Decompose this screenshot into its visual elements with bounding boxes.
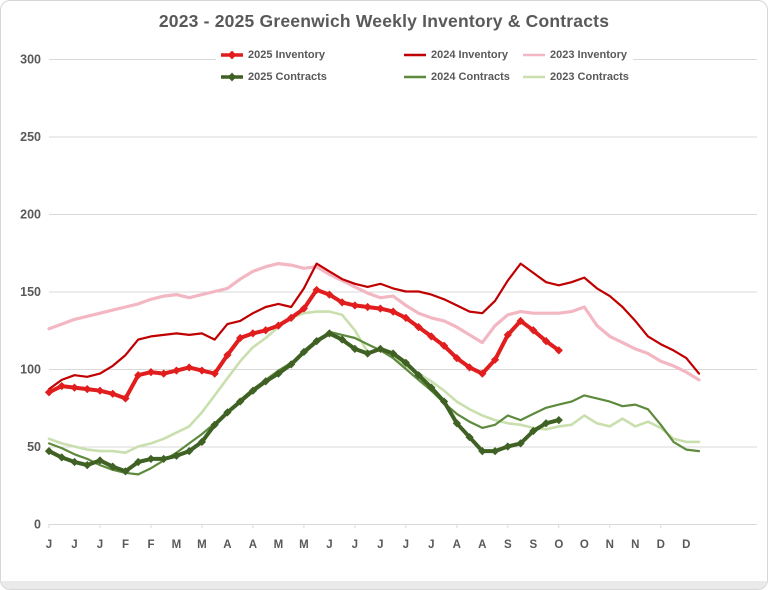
legend-item-2025-inventory: 2025 Inventory — [220, 49, 403, 61]
svg-text:100: 100 — [20, 363, 41, 377]
y-axis-labels: 0 50 100 150 200 250 300 — [20, 53, 41, 532]
legend-item-2024-contracts: 2024 Contracts — [403, 71, 522, 83]
legend-item-2024-inventory: 2024 Inventory — [403, 49, 522, 61]
svg-text:F: F — [147, 539, 154, 551]
svg-text:N: N — [606, 539, 614, 551]
line-chart-plot-area: 0 50 100 150 200 250 300 J J J F F M M A A M M J J J J J A A S S O O… — [20, 53, 757, 551]
svg-text:J: J — [326, 539, 332, 551]
legend-swatch-2025-contracts-icon — [220, 71, 244, 83]
svg-text:J: J — [403, 539, 409, 551]
svg-text:300: 300 — [20, 53, 41, 67]
legend-label: 2024 Inventory — [431, 49, 509, 61]
legend-swatch-2025-inventory-icon — [220, 49, 244, 61]
svg-text:J: J — [46, 539, 52, 551]
legend-swatch-2023-contracts-icon — [522, 71, 546, 83]
legend-item-2023-inventory: 2023 Inventory — [522, 49, 627, 61]
series-2025-contracts — [44, 329, 563, 476]
legend-label: 2024 Contracts — [431, 71, 510, 83]
x-axis-ticks — [48, 524, 662, 528]
svg-text:D: D — [682, 539, 690, 551]
svg-text:O: O — [554, 539, 563, 551]
legend-row-inventory: 2025 Inventory 2024 Inventory 2023 Inven… — [220, 44, 629, 66]
legend-label: 2023 Contracts — [550, 71, 629, 83]
svg-text:N: N — [631, 539, 639, 551]
series-2023-contracts — [47, 310, 701, 455]
series-2023-inventory — [47, 262, 701, 382]
svg-text:250: 250 — [20, 130, 41, 144]
legend-swatch-2023-inventory-icon — [522, 49, 546, 61]
svg-text:A: A — [478, 539, 486, 551]
series-2024-contracts — [47, 330, 701, 476]
svg-text:D: D — [657, 539, 665, 551]
legend-item-2025-contracts: 2025 Contracts — [220, 71, 403, 83]
svg-text:50: 50 — [27, 440, 41, 454]
svg-text:S: S — [529, 539, 537, 551]
legend-swatch-2024-contracts-icon — [403, 71, 427, 83]
series-2024-inventory — [47, 262, 701, 391]
svg-text:J: J — [428, 539, 434, 551]
svg-text:A: A — [223, 539, 231, 551]
svg-text:F: F — [122, 539, 129, 551]
svg-text:J: J — [377, 539, 383, 551]
svg-text:A: A — [249, 539, 257, 551]
legend-row-contracts: 2025 Contracts 2024 Contracts 2023 Contr… — [220, 66, 629, 88]
chart-title: 2023 - 2025 Greenwich Weekly Inventory &… — [158, 11, 610, 31]
svg-text:M: M — [172, 539, 182, 551]
svg-text:S: S — [504, 539, 512, 551]
svg-text:M: M — [274, 539, 284, 551]
svg-text:150: 150 — [20, 285, 41, 299]
svg-text:J: J — [352, 539, 358, 551]
svg-text:200: 200 — [20, 208, 41, 222]
legend-label: 2025 Contracts — [248, 71, 327, 83]
svg-text:J: J — [97, 539, 103, 551]
svg-text:M: M — [299, 539, 309, 551]
gridlines — [49, 59, 757, 525]
legend-item-2023-contracts: 2023 Contracts — [522, 71, 629, 83]
svg-text:O: O — [580, 539, 589, 551]
svg-text:J: J — [71, 539, 77, 551]
series-2025-inventory — [44, 285, 563, 403]
svg-text:0: 0 — [34, 518, 41, 532]
legend-swatch-2024-inventory-icon — [403, 49, 427, 61]
svg-text:M: M — [197, 539, 207, 551]
chart-legend: 2025 Inventory 2024 Inventory 2023 Inven… — [216, 43, 633, 89]
window-bottom-edge — [1, 581, 767, 589]
legend-label: 2023 Inventory — [550, 49, 628, 61]
svg-text:A: A — [453, 539, 461, 551]
legend-label: 2025 Inventory — [248, 49, 326, 61]
